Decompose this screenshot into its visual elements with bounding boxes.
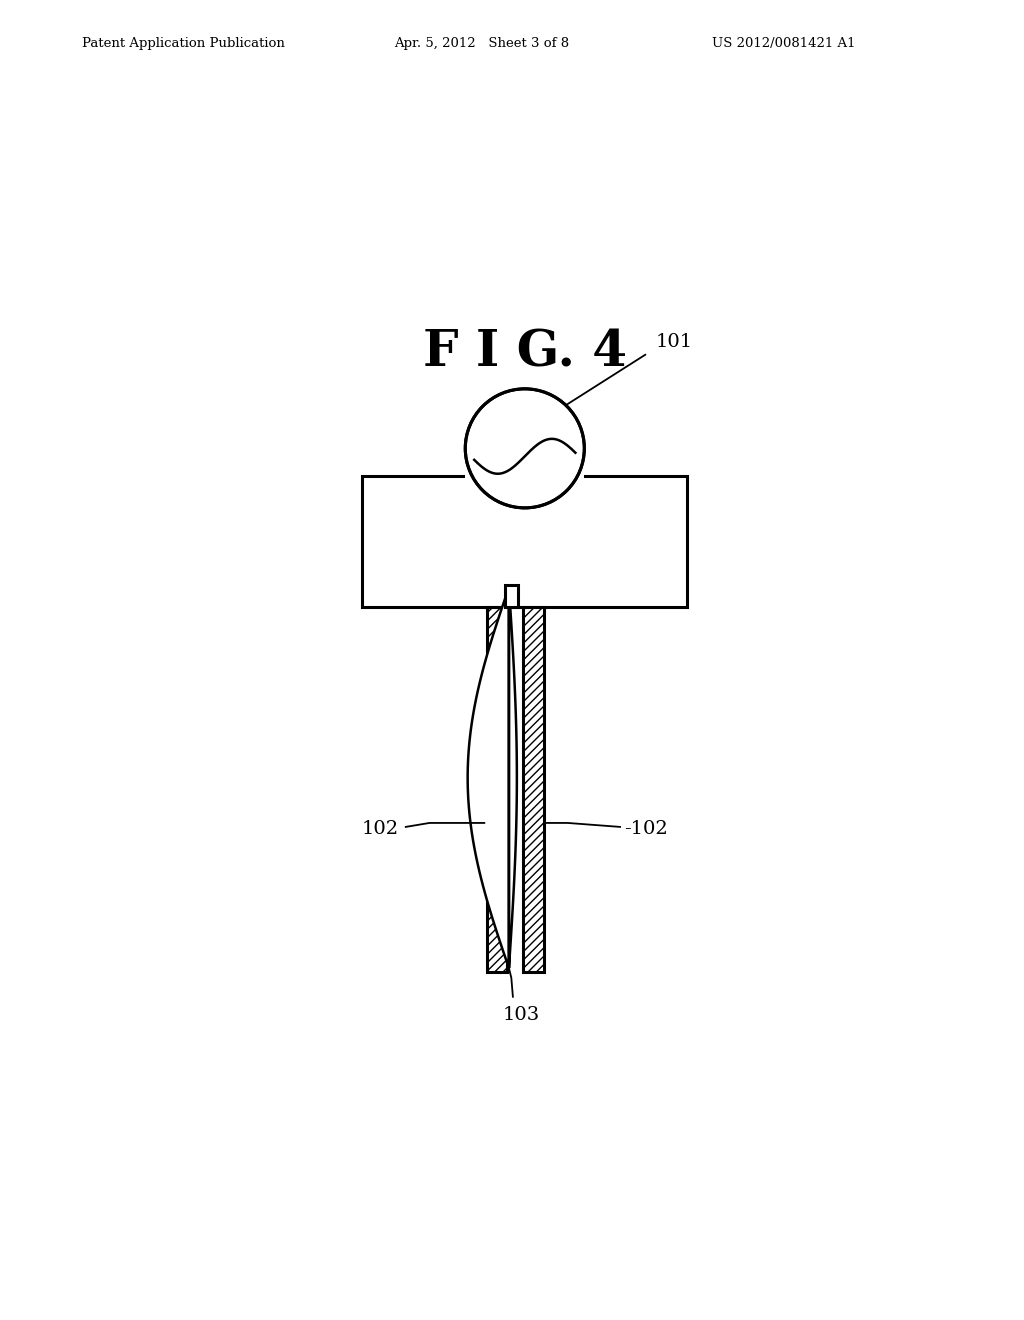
Text: 103: 103	[502, 1006, 540, 1024]
Polygon shape	[523, 607, 544, 972]
Ellipse shape	[465, 389, 585, 508]
Text: 101: 101	[655, 333, 693, 351]
Text: Apr. 5, 2012   Sheet 3 of 8: Apr. 5, 2012 Sheet 3 of 8	[394, 37, 569, 50]
Text: -102: -102	[624, 820, 668, 838]
Polygon shape	[468, 587, 517, 968]
Polygon shape	[486, 607, 507, 972]
Polygon shape	[505, 585, 518, 607]
Text: US 2012/0081421 A1: US 2012/0081421 A1	[712, 37, 855, 50]
Text: F I G. 4: F I G. 4	[423, 329, 627, 378]
Text: 102: 102	[362, 820, 399, 838]
Bar	[465, 473, 585, 479]
Text: Patent Application Publication: Patent Application Publication	[82, 37, 285, 50]
